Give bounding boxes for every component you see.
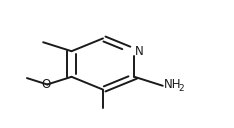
Text: N: N [135, 45, 144, 58]
Text: 2: 2 [178, 84, 184, 93]
Text: NH: NH [164, 78, 181, 91]
Text: O: O [41, 78, 51, 91]
